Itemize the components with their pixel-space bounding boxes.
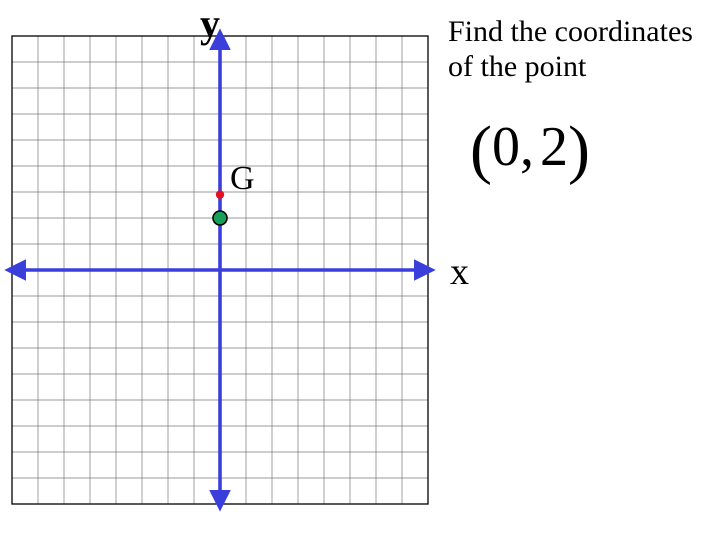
y-axis-label: y	[200, 0, 220, 47]
prompt-line-1: Find the coordinates	[448, 15, 693, 48]
answer-close-paren: )	[568, 113, 590, 186]
prompt-text: Find the coordinates of the point	[448, 15, 693, 84]
answer-comma: ,	[520, 116, 534, 178]
answer-coordinates: (0,2)	[470, 112, 590, 188]
point-G	[213, 211, 227, 225]
red-dot	[216, 190, 224, 198]
point-g-label: G	[230, 160, 255, 198]
answer-x-value: 0	[492, 116, 520, 178]
answer-y-value: 2	[540, 116, 568, 178]
answer-open-paren: (	[470, 113, 492, 186]
prompt-line-2: of the point	[448, 50, 586, 83]
x-axis-label: x	[450, 250, 469, 294]
